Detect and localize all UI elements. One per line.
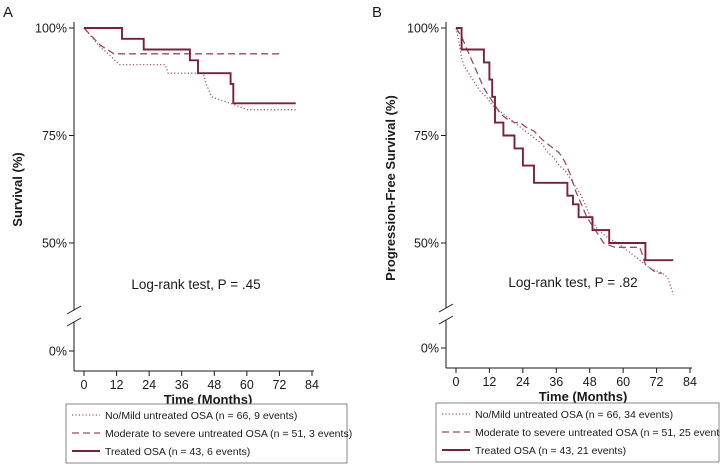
panel-label: B	[372, 4, 382, 21]
x-tick-label: 24	[516, 375, 530, 389]
y-axis-title: Survival (%)	[10, 152, 25, 226]
y-tick-label: 0%	[421, 342, 439, 356]
y-tick-label: 100%	[407, 22, 439, 36]
x-tick-label: 36	[175, 378, 189, 392]
series-line-dashed	[83, 27, 280, 55]
x-tick-label: 12	[110, 378, 124, 392]
axis-break-mark	[438, 303, 454, 313]
legend-box	[435, 402, 720, 463]
x-tick-label: 72	[650, 375, 664, 389]
x-tick-label: 84	[305, 378, 319, 392]
series-line-dotted	[455, 27, 674, 295]
axis-break-mark	[66, 317, 82, 327]
legend-entry: No/Mild untreated OSA (n = 66, 9 events)	[105, 410, 297, 422]
x-axis-title: Time (Months)	[164, 392, 253, 407]
x-tick-label: 0	[81, 378, 88, 392]
x-tick-label: 0	[453, 375, 460, 389]
x-tick-label: 36	[549, 375, 563, 389]
log-rank-annotation: Log-rank test, P = .82	[508, 275, 637, 290]
series-line-solid	[456, 27, 674, 262]
x-tick-label: 60	[616, 375, 630, 389]
x-axis-title: Time (Months)	[539, 389, 628, 404]
y-tick-label: 0%	[49, 345, 67, 359]
legend-entry: No/Mild untreated OSA (n = 66, 34 events…	[475, 409, 673, 421]
legend-entry: Treated OSA (n = 43, 6 events)	[105, 446, 250, 458]
y-tick-label: 50%	[414, 237, 439, 251]
y-axis-title: Progression-Free Survival (%)	[383, 95, 398, 281]
axis-break-mark	[438, 315, 454, 325]
x-tick-label: 84	[683, 375, 697, 389]
axis-break-mark	[66, 305, 82, 315]
legend-box	[65, 403, 348, 464]
series-line-dotted	[83, 27, 296, 111]
y-tick-label: 75%	[42, 129, 67, 143]
y-tick-label: 100%	[35, 22, 67, 36]
y-tick-label: 75%	[414, 129, 439, 143]
series-line-solid	[84, 27, 296, 105]
x-tick-label: 48	[583, 375, 597, 389]
panel-b: B 0% 50% 75% 100% 0 12 24 36 48 60 72 84 Time (Months…	[372, 4, 720, 463]
legend-entry: Moderate to severe untreated OSA (n = 51…	[105, 428, 352, 440]
legend-entry: Moderate to severe untreated OSA (n = 51…	[475, 427, 720, 439]
legend-entry: Treated OSA (n = 43, 21 events)	[475, 445, 626, 457]
x-tick-label: 24	[142, 378, 156, 392]
panel-label: A	[3, 4, 13, 21]
series-line-dashed	[455, 27, 663, 274]
y-tick-label: 50%	[42, 237, 67, 251]
log-rank-annotation: Log-rank test, P = .45	[131, 277, 260, 292]
panel-a: A 0% 50% 75% 100% 0 12 24 36 48 60 72 84 Time (Months…	[3, 4, 352, 464]
x-tick-label: 48	[207, 378, 221, 392]
x-tick-label: 60	[240, 378, 254, 392]
x-tick-label: 72	[272, 378, 286, 392]
x-tick-label: 12	[482, 375, 496, 389]
